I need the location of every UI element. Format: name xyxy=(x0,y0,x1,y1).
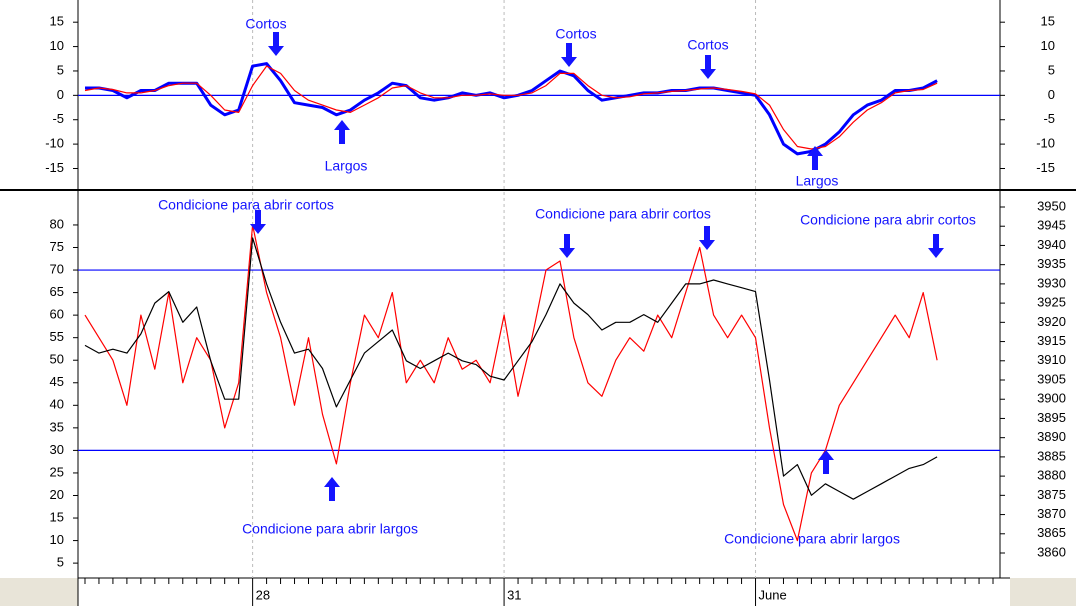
annotation: Condicione para abrir largos xyxy=(242,521,418,537)
y2-tick-label: 3870 xyxy=(1037,506,1066,521)
arrow xyxy=(334,120,350,144)
arrow xyxy=(818,450,834,474)
y2-tick-label: 3910 xyxy=(1037,352,1066,367)
y-tick-label: -15 xyxy=(45,160,64,175)
arrow xyxy=(928,234,944,258)
y-tick-label: 10 xyxy=(50,532,64,547)
annotation: Cortos xyxy=(555,26,596,42)
series-line xyxy=(85,62,938,156)
annotation: Cortos xyxy=(687,37,728,53)
y-tick-label-right: -10 xyxy=(1036,136,1055,151)
y-tick-label-right: 0 xyxy=(1048,87,1055,102)
y-tick-label: 45 xyxy=(50,374,64,389)
y-tick-label: 75 xyxy=(50,239,64,254)
annotation: Condicione para abrir largos xyxy=(724,531,900,547)
y-tick-label: 50 xyxy=(50,352,64,367)
y-tick-label: 65 xyxy=(50,284,64,299)
x-tick-label: 31 xyxy=(507,587,521,602)
annotation: Condicione para abrir cortos xyxy=(158,197,334,213)
y-tick-label: 35 xyxy=(50,419,64,434)
y2-tick-label: 3900 xyxy=(1037,391,1066,406)
y-tick-label: 10 xyxy=(50,38,64,53)
y-tick-label-right: 15 xyxy=(1041,14,1055,29)
series-line xyxy=(84,65,938,150)
arrow xyxy=(807,146,823,170)
y2-tick-label: 3930 xyxy=(1037,275,1066,290)
annotation: Condicione para abrir cortos xyxy=(535,206,711,222)
arrow xyxy=(700,55,716,79)
y2-tick-label: 3895 xyxy=(1037,410,1066,425)
series-line xyxy=(84,224,938,542)
y2-tick-label: 3945 xyxy=(1037,218,1066,233)
y2-tick-label: 3950 xyxy=(1037,198,1066,213)
y2-tick-label: 3865 xyxy=(1037,525,1066,540)
y-tick-label: 5 xyxy=(57,62,64,77)
arrow xyxy=(324,477,340,501)
y2-tick-label: 3920 xyxy=(1037,314,1066,329)
y2-tick-label: 3915 xyxy=(1037,333,1066,348)
arrow xyxy=(699,226,715,250)
y-tick-label: 25 xyxy=(50,464,64,479)
annotation: Largos xyxy=(325,158,368,174)
arrow xyxy=(250,210,266,234)
y2-tick-label: 3940 xyxy=(1037,237,1066,252)
x-tick-label: June xyxy=(759,587,787,602)
y-tick-label: -5 xyxy=(52,111,64,126)
y-tick-label-right: -5 xyxy=(1043,111,1055,126)
annotation: Cortos xyxy=(245,16,286,32)
y-tick-label: 40 xyxy=(50,397,64,412)
y-tick-label: 15 xyxy=(50,509,64,524)
y2-tick-label: 3885 xyxy=(1037,448,1066,463)
arrow xyxy=(268,32,284,56)
y2-tick-label: 3905 xyxy=(1037,371,1066,386)
y2-tick-label: 3875 xyxy=(1037,487,1066,502)
x-tick-label: 28 xyxy=(256,587,270,602)
y-tick-label: 70 xyxy=(50,261,64,276)
y-tick-label: 15 xyxy=(50,14,64,29)
annotation: Condicione para abrir cortos xyxy=(800,212,976,228)
series-line xyxy=(84,237,938,500)
y2-tick-label: 3935 xyxy=(1037,256,1066,271)
y2-tick-label: 3880 xyxy=(1037,468,1066,483)
arrow xyxy=(561,43,577,67)
y-tick-label-right: -15 xyxy=(1036,160,1055,175)
arrow xyxy=(559,234,575,258)
y-tick-label: 60 xyxy=(50,307,64,322)
y2-tick-label: 3925 xyxy=(1037,295,1066,310)
y-tick-label: 20 xyxy=(50,487,64,502)
y-tick-label: 0 xyxy=(57,87,64,102)
y-tick-label: -10 xyxy=(45,136,64,151)
y-tick-label: 80 xyxy=(50,216,64,231)
y-tick-label: 30 xyxy=(50,442,64,457)
y-tick-label-right: 5 xyxy=(1048,62,1055,77)
y2-tick-label: 3890 xyxy=(1037,429,1066,444)
y2-tick-label: 3860 xyxy=(1037,544,1066,559)
y-tick-label: 55 xyxy=(50,329,64,344)
y-tick-label: 5 xyxy=(57,555,64,570)
x-axis-area xyxy=(78,578,1010,606)
annotation: Largos xyxy=(796,173,839,189)
y-tick-label-right: 10 xyxy=(1041,38,1055,53)
